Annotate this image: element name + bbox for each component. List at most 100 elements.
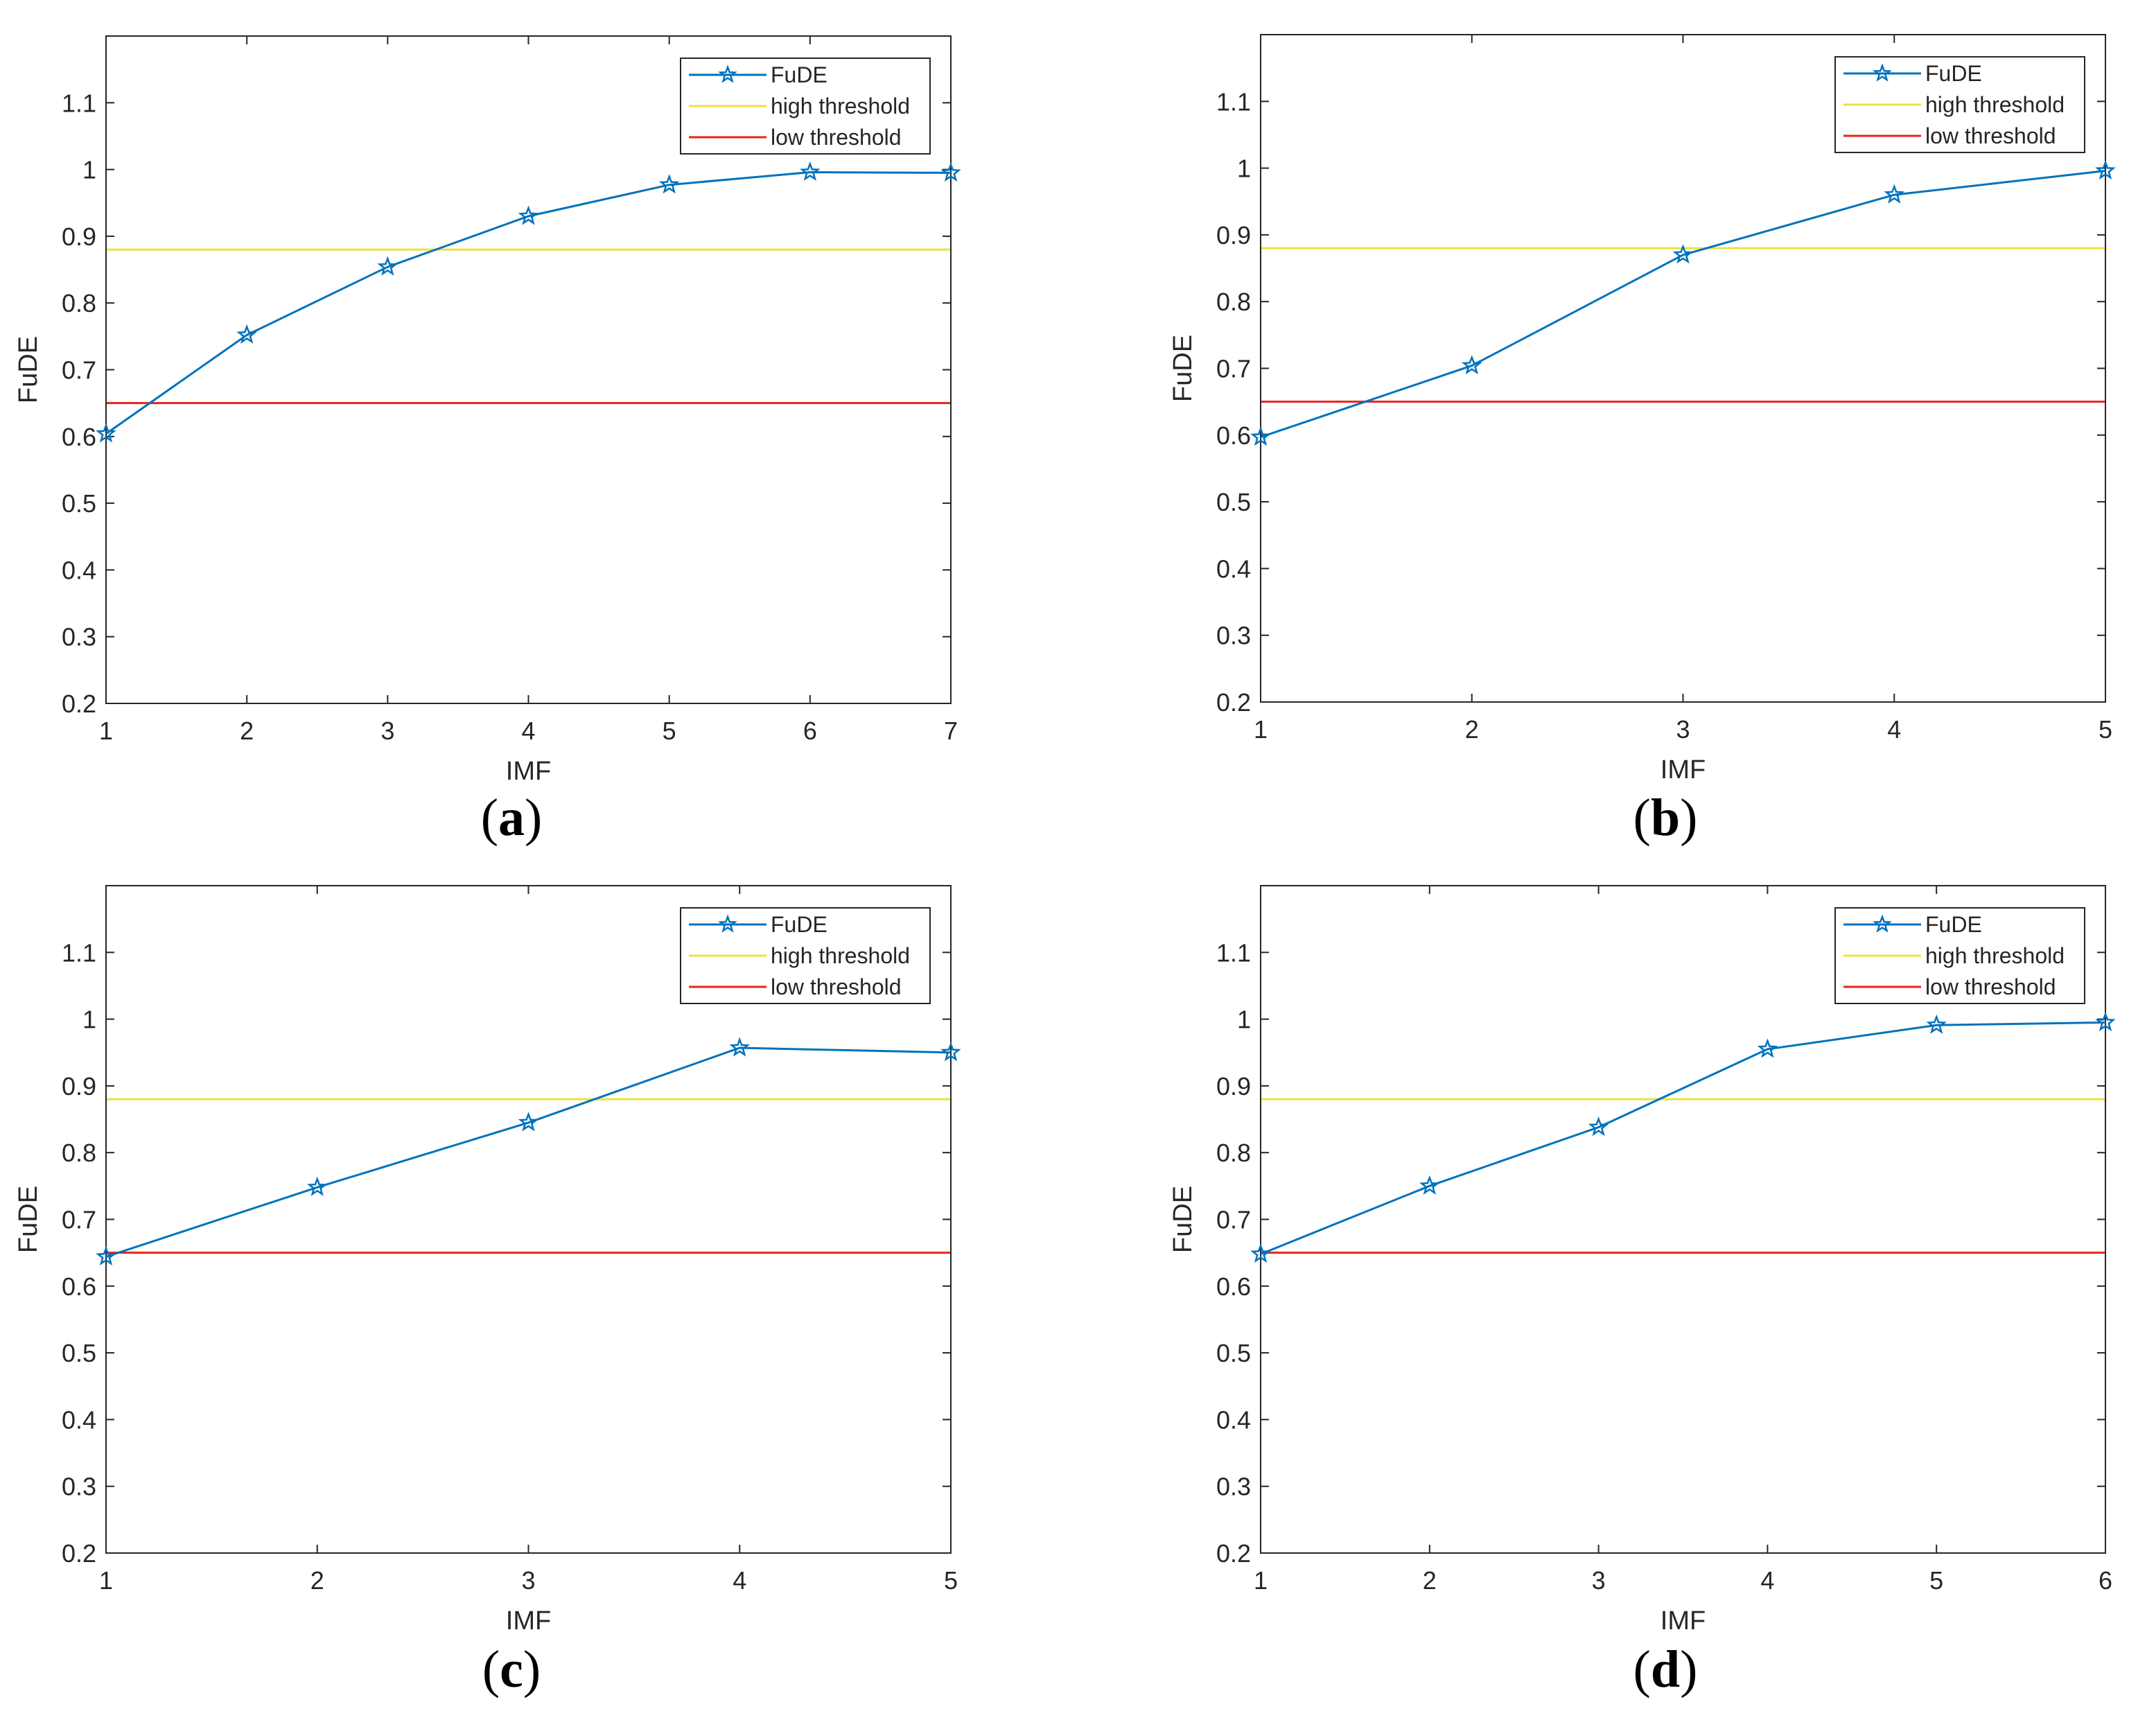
x-tick-label: 5 (944, 1566, 958, 1595)
x-tick-label: 2 (1465, 715, 1479, 744)
chart-panel-b: 0.2 0.3 0.4 0.5 0.6 0.7 0.8 0.9 1 1.1 1 2 3 4 5 IMF FuDE… (1168, 34, 2116, 847)
fude-data-point (96, 423, 116, 443)
y-tick-label: 0.8 (1216, 288, 1251, 316)
fude-data-point (1419, 1175, 1440, 1195)
caption-open: ( (481, 789, 498, 847)
x-tick-label: 7 (944, 717, 958, 745)
caption-open: ( (1633, 1640, 1651, 1699)
legend: FuDE high threshold low threshold (1834, 56, 2085, 153)
x-tick-label: 1 (1254, 1566, 1268, 1595)
fude-data-point (1588, 1116, 1609, 1137)
panel-caption: (d) (1633, 1640, 1698, 1699)
x-axis-label: IMF (506, 757, 551, 786)
y-tick-label: 0.7 (62, 356, 96, 385)
legend-label: high threshold (771, 94, 910, 119)
legend-marker-icon (718, 914, 737, 933)
chart-panel-d: 0.2 0.3 0.4 0.5 0.6 0.7 0.8 0.9 1 1.1 1 2 3 4 5 6 IMF FuD… (1168, 885, 2116, 1699)
fude-data-point (1757, 1038, 1778, 1058)
fude-data-point (729, 1037, 751, 1057)
fude-series-line (105, 170, 952, 435)
y-tick-label: 1 (82, 156, 96, 184)
legend-marker-icon (1873, 914, 1892, 933)
y-tick-label: 1.1 (62, 89, 96, 117)
fude-data-point (1461, 355, 1482, 375)
y-tick-label: 0.2 (62, 1539, 96, 1568)
fude-data-point (1884, 184, 1905, 204)
x-tick-label: 6 (803, 717, 817, 745)
x-tick-label: 3 (521, 1566, 535, 1595)
legend-label: low threshold (1925, 123, 2056, 148)
y-tick-label: 0.4 (1216, 554, 1251, 583)
x-tick-label: 4 (733, 1566, 746, 1595)
y-tick-label: 1.1 (1216, 87, 1251, 116)
x-tick-label: 3 (1592, 1566, 1606, 1595)
legend-label: high threshold (771, 943, 910, 968)
y-axis-label: FuDE (14, 1186, 43, 1253)
y-tick-label: 0.5 (62, 1339, 96, 1367)
caption-open: ( (1633, 789, 1651, 847)
x-tick-label: 3 (1676, 715, 1690, 744)
panel-caption: (b) (1633, 789, 1698, 847)
y-tick-label: 1.1 (1216, 938, 1251, 967)
x-tick-label: 1 (1254, 715, 1268, 744)
y-tick-label: 0.2 (1216, 1539, 1251, 1568)
x-tick-label: 6 (2099, 1566, 2112, 1595)
x-tick-label: 5 (663, 717, 676, 745)
x-tick-label: 2 (240, 717, 254, 745)
x-tick-label: 4 (521, 717, 535, 745)
y-tick-label: 0.5 (1216, 488, 1251, 516)
fude-data-point (518, 1112, 539, 1132)
y-tick-label: 0.7 (1216, 1206, 1251, 1234)
y-tick-label: 1 (1237, 1006, 1251, 1034)
x-tick-label: 3 (380, 717, 394, 745)
caption-label: c (500, 1640, 523, 1699)
y-tick-label: 0.7 (62, 1206, 96, 1234)
y-tick-label: 0.4 (62, 1405, 96, 1434)
fude-data-point (1250, 1243, 1271, 1263)
x-tick-label: 2 (310, 1566, 324, 1595)
caption-label: d (1651, 1640, 1680, 1699)
y-axis-label: FuDE (1168, 335, 1198, 402)
fude-data-point (658, 174, 680, 194)
fude-data-point (377, 256, 398, 276)
legend-label: low threshold (1925, 974, 2056, 999)
y-tick-label: 0.2 (62, 690, 96, 718)
x-axis-label: IMF (1661, 1606, 1706, 1636)
legend-label: high threshold (1925, 92, 2065, 117)
fude-series-line (105, 1046, 952, 1258)
y-axis-label: FuDE (14, 336, 43, 403)
legend-marker-icon (718, 64, 737, 83)
x-axis-label: IMF (506, 1606, 551, 1636)
legend-marker-icon (1873, 63, 1892, 82)
legend-label: FuDE (771, 912, 827, 937)
legend: FuDE high threshold low threshold (680, 907, 931, 1004)
legend-label: high threshold (1925, 943, 2065, 968)
y-tick-label: 0.7 (1216, 355, 1251, 383)
y-tick-label: 0.6 (62, 423, 96, 451)
y-tick-label: 0.9 (62, 1072, 96, 1101)
fude-data-point (518, 205, 539, 225)
x-tick-label: 4 (1760, 1566, 1774, 1595)
legend: FuDE high threshold low threshold (1834, 907, 2085, 1004)
y-tick-label: 1 (1237, 155, 1251, 183)
fude-data-point (96, 1245, 116, 1266)
fude-data-point (940, 161, 961, 182)
caption-close: ) (525, 789, 542, 847)
y-tick-label: 0.3 (62, 1473, 96, 1501)
fude-data-point (2095, 159, 2116, 180)
panel-caption: (a) (481, 789, 543, 847)
y-tick-label: 0.5 (62, 489, 96, 518)
x-tick-label: 1 (99, 717, 113, 745)
y-tick-label: 0.6 (1216, 421, 1251, 450)
x-axis-label: IMF (1661, 755, 1706, 784)
x-tick-label: 5 (1929, 1566, 1943, 1595)
y-tick-label: 1 (82, 1006, 96, 1034)
panel-caption: (c) (482, 1640, 541, 1699)
legend-label: FuDE (1925, 61, 1982, 86)
y-tick-label: 0.8 (62, 1139, 96, 1167)
caption-close: ) (1680, 1640, 1697, 1699)
y-tick-label: 0.9 (62, 222, 96, 251)
y-tick-label: 0.9 (1216, 1072, 1251, 1101)
y-tick-label: 1.1 (62, 938, 96, 967)
fude-data-point (1926, 1014, 1947, 1034)
